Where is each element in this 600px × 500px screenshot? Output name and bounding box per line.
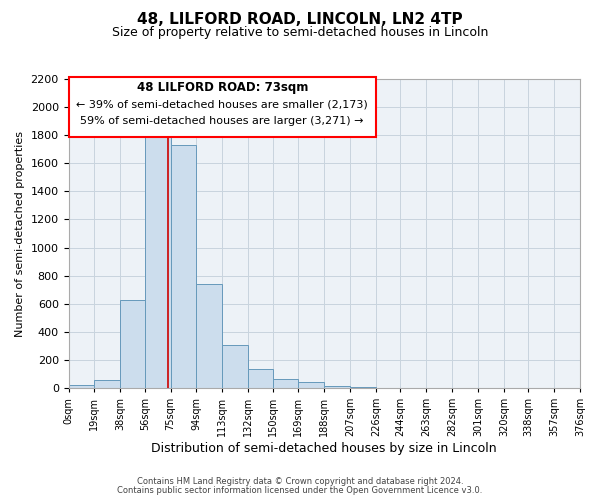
- Bar: [94, 380, 120, 388]
- Bar: [145, 131, 170, 388]
- Y-axis label: Number of semi-detached properties: Number of semi-detached properties: [15, 130, 25, 336]
- Text: Contains HM Land Registry data © Crown copyright and database right 2024.: Contains HM Land Registry data © Crown c…: [137, 477, 463, 486]
- Text: ← 39% of semi-detached houses are smaller (2,173): ← 39% of semi-detached houses are smalle…: [76, 100, 368, 110]
- Text: 59% of semi-detached houses are larger (3,271) →: 59% of semi-detached houses are larger (…: [80, 116, 364, 126]
- Bar: [222, 345, 248, 388]
- Text: Size of property relative to semi-detached houses in Lincoln: Size of property relative to semi-detach…: [112, 26, 488, 39]
- Text: 48, LILFORD ROAD, LINCOLN, LN2 4TP: 48, LILFORD ROAD, LINCOLN, LN2 4TP: [137, 12, 463, 28]
- Bar: [68, 385, 94, 388]
- Text: 48 LILFORD ROAD: 73sqm: 48 LILFORD ROAD: 73sqm: [137, 80, 308, 94]
- Bar: [298, 382, 324, 388]
- Text: Contains public sector information licensed under the Open Government Licence v3: Contains public sector information licen…: [118, 486, 482, 495]
- Bar: [196, 284, 222, 388]
- Bar: [170, 145, 196, 388]
- Bar: [272, 379, 298, 388]
- Bar: [248, 369, 272, 388]
- X-axis label: Distribution of semi-detached houses by size in Lincoln: Distribution of semi-detached houses by …: [151, 442, 497, 455]
- Bar: [120, 300, 145, 388]
- Bar: [324, 386, 350, 388]
